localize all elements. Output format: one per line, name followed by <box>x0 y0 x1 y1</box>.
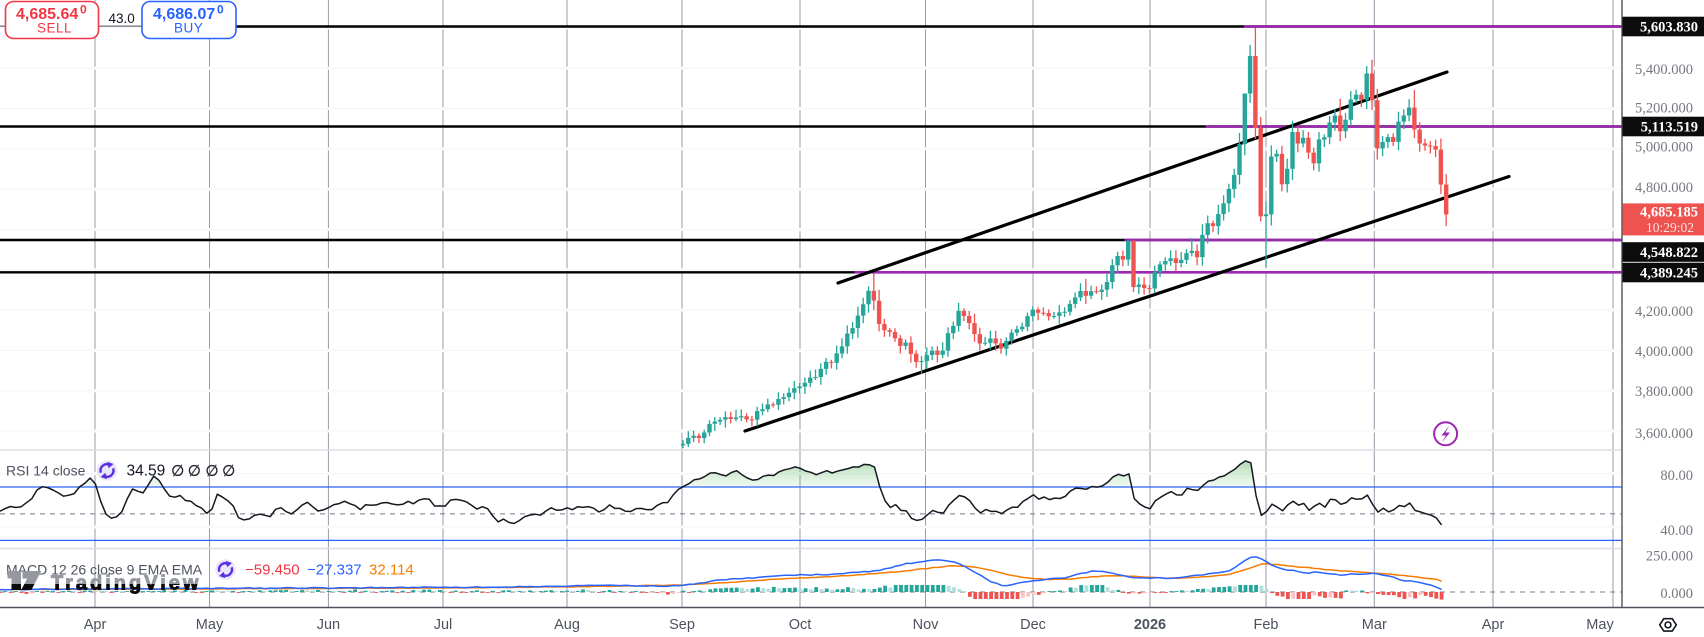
svg-text:RSI 14 close: RSI 14 close <box>6 463 86 479</box>
svg-text:May: May <box>196 617 224 633</box>
svg-text:0: 0 <box>217 3 224 17</box>
svg-text:4,200.000: 4,200.000 <box>1635 304 1693 320</box>
svg-text:Apr: Apr <box>1482 617 1505 633</box>
svg-text:Aug: Aug <box>554 617 580 633</box>
svg-text:Feb: Feb <box>1254 617 1279 633</box>
svg-text:32.114: 32.114 <box>369 562 414 579</box>
svg-text:10:29:02: 10:29:02 <box>1646 220 1694 235</box>
svg-text:Mar: Mar <box>1362 617 1387 633</box>
svg-text:5,000.000: 5,000.000 <box>1635 140 1693 156</box>
svg-text:Oct: Oct <box>789 617 812 633</box>
svg-text:2026: 2026 <box>1134 617 1166 633</box>
svg-text:5,200.000: 5,200.000 <box>1635 101 1693 117</box>
svg-text:4,389.245: 4,389.245 <box>1640 266 1698 282</box>
svg-text:4,685.64: 4,685.64 <box>16 6 78 23</box>
svg-text:4,548.822: 4,548.822 <box>1640 245 1698 261</box>
svg-text:80.00: 80.00 <box>1660 468 1693 484</box>
svg-text:Dec: Dec <box>1020 617 1046 633</box>
svg-text:0.000: 0.000 <box>1660 586 1693 602</box>
svg-text:−59.450: −59.450 <box>245 562 300 579</box>
svg-text:TradingView: TradingView <box>51 573 201 595</box>
svg-text:0: 0 <box>80 3 87 17</box>
svg-text:4,000.000: 4,000.000 <box>1635 344 1693 360</box>
svg-text:TradingView: TradingView <box>51 573 201 595</box>
svg-text:Sep: Sep <box>669 617 695 633</box>
svg-text:May: May <box>1586 617 1614 633</box>
svg-text:4,800.000: 4,800.000 <box>1635 180 1693 196</box>
svg-text:BUY: BUY <box>174 21 203 36</box>
svg-text:3,800.000: 3,800.000 <box>1635 384 1693 400</box>
svg-text:Apr: Apr <box>84 617 107 633</box>
svg-text:5,603.830: 5,603.830 <box>1640 20 1698 36</box>
svg-text:250.000: 250.000 <box>1646 549 1693 565</box>
svg-text:4,686.07: 4,686.07 <box>153 6 215 23</box>
svg-text:34.59: 34.59 <box>127 463 166 480</box>
svg-text:SELL: SELL <box>37 21 72 36</box>
svg-text:−27.337: −27.337 <box>307 562 362 579</box>
svg-text:Jul: Jul <box>434 617 453 633</box>
svg-text:Jun: Jun <box>317 617 340 633</box>
svg-text:3,600.000: 3,600.000 <box>1635 426 1693 442</box>
svg-text:40.00: 40.00 <box>1660 523 1693 539</box>
svg-text:Nov: Nov <box>913 617 940 633</box>
svg-text:5,113.519: 5,113.519 <box>1641 120 1698 136</box>
svg-text:5,400.000: 5,400.000 <box>1635 62 1693 78</box>
svg-text:4,685.185: 4,685.185 <box>1640 205 1698 221</box>
svg-text:43.0: 43.0 <box>109 11 135 26</box>
svg-text:MACD 12 26 close 9 EMA EMA: MACD 12 26 close 9 EMA EMA <box>6 562 203 578</box>
